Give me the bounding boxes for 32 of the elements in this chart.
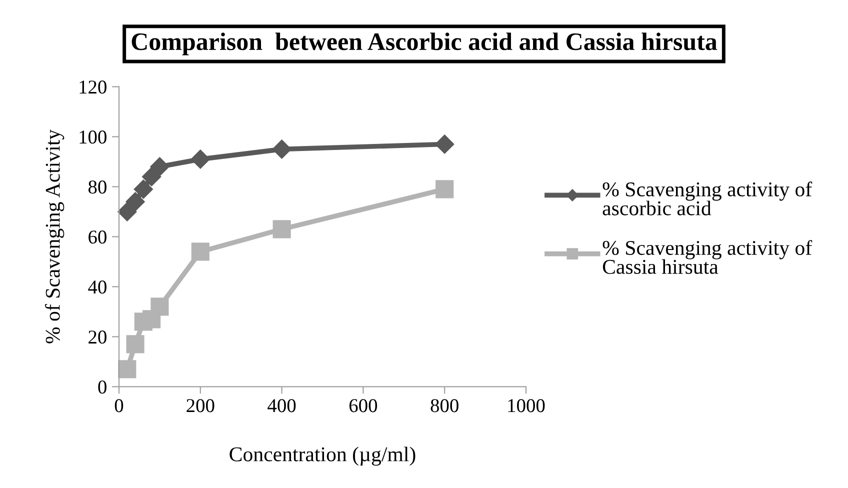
x-tick-label: 0: [114, 399, 124, 412]
legend-label: % Scavenging activity of Cassia hirsuta: [602, 240, 812, 274]
y-tick-label: 0: [98, 380, 106, 394]
point: [150, 298, 169, 316]
y-tick-label: 20: [88, 330, 106, 344]
x-tick-label: 400: [268, 399, 296, 412]
point: [436, 180, 454, 198]
y-tick-label: 80: [88, 180, 106, 194]
point: [435, 134, 454, 154]
point: [134, 180, 153, 199]
y-tick-label: 120: [80, 80, 106, 94]
point: [118, 202, 137, 222]
y-tick-label: 100: [80, 130, 106, 144]
point: [118, 360, 136, 378]
x-axis-title: Concentration (µg/ml): [230, 446, 416, 466]
chart-title: Comparison between Ascorbic acid and Cassia hirsuta: [132, 32, 718, 56]
point: [272, 140, 292, 159]
legend-label: % Scavenging activity of ascorbic acid: [602, 182, 812, 216]
point: [191, 242, 210, 261]
point: [126, 335, 144, 354]
y-tick-label: 60: [88, 230, 106, 244]
x-tick-label: 200: [186, 399, 214, 412]
point: [272, 220, 291, 238]
point: [126, 192, 145, 212]
y-axis-title: % of Scavenging Activity: [44, 129, 64, 344]
y-tick-label: 40: [88, 280, 106, 294]
point: [142, 167, 162, 186]
point: [150, 157, 170, 176]
x-tick-label: 600: [349, 399, 378, 412]
point: [190, 150, 210, 169]
x-tick-label: 1000: [508, 399, 545, 412]
x-tick-label: 800: [430, 399, 458, 412]
